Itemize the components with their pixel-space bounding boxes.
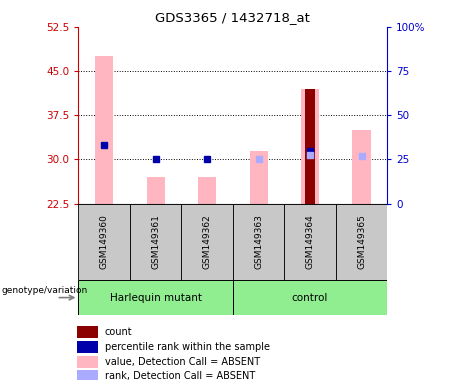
Title: GDS3365 / 1432718_at: GDS3365 / 1432718_at	[155, 11, 310, 24]
Bar	[95, 56, 113, 204]
Bar	[305, 89, 315, 204]
Bar	[198, 177, 216, 204]
Bar	[301, 89, 319, 204]
Text: GSM149365: GSM149365	[357, 215, 366, 269]
Text: rank, Detection Call = ABSENT: rank, Detection Call = ABSENT	[105, 371, 255, 381]
Bar	[77, 326, 98, 338]
Bar	[233, 280, 387, 315]
Bar	[77, 356, 98, 368]
Bar	[353, 130, 371, 204]
Text: count: count	[105, 327, 132, 337]
Bar	[130, 204, 181, 280]
Text: percentile rank within the sample: percentile rank within the sample	[105, 342, 270, 352]
Text: GSM149364: GSM149364	[306, 215, 314, 269]
Text: GSM149363: GSM149363	[254, 215, 263, 269]
Text: genotype/variation: genotype/variation	[1, 286, 88, 295]
Text: control: control	[292, 293, 328, 303]
Bar	[336, 204, 387, 280]
Text: value, Detection Call = ABSENT: value, Detection Call = ABSENT	[105, 357, 260, 367]
Text: GSM149361: GSM149361	[151, 215, 160, 269]
Bar	[284, 204, 336, 280]
Bar	[77, 370, 98, 382]
Bar	[78, 204, 130, 280]
Bar	[181, 204, 233, 280]
Text: Harlequin mutant: Harlequin mutant	[110, 293, 201, 303]
Text: GSM149362: GSM149362	[202, 215, 212, 269]
Bar	[147, 177, 165, 204]
Bar	[249, 151, 267, 204]
Bar	[77, 341, 98, 353]
Bar	[233, 204, 284, 280]
Bar	[78, 280, 233, 315]
Text: GSM149360: GSM149360	[100, 215, 109, 269]
